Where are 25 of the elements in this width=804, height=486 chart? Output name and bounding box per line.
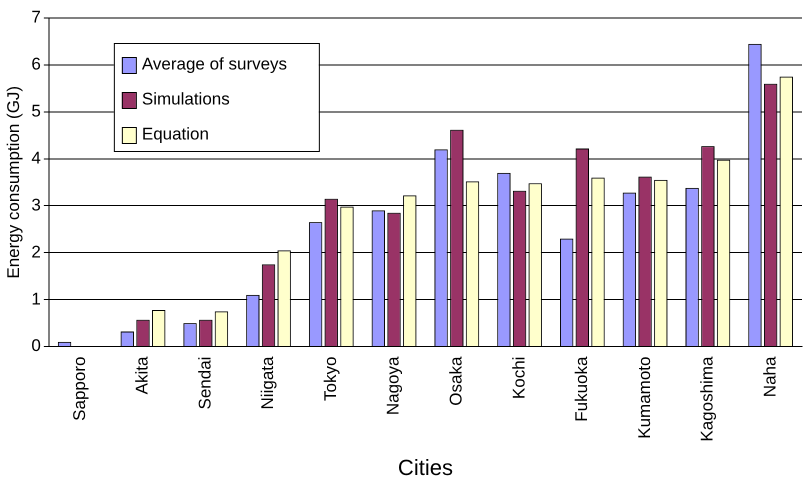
y-tick-label: 7 — [31, 8, 41, 27]
legend-label: Equation — [142, 124, 209, 144]
y-tick-label: 5 — [31, 102, 41, 121]
x-axis-title: Cities — [398, 454, 453, 480]
y-tick-label: 3 — [31, 195, 41, 214]
x-tick-label: Osaka — [446, 356, 466, 406]
x-tick-label: Kochi — [509, 356, 528, 400]
x-tick-label: Tokyo — [320, 356, 340, 401]
y-tick-label: 6 — [31, 54, 41, 74]
y-tick-label: 0 — [31, 336, 41, 356]
legend-label: Simulations — [142, 90, 230, 109]
x-tick-label: Kagoshima — [698, 356, 717, 442]
x-tick-label: Sapporo — [70, 356, 89, 421]
x-tick-label: Niigata — [258, 356, 278, 410]
x-tick-label: Kumamoto — [634, 356, 654, 439]
y-tick-label: 1 — [31, 289, 41, 308]
x-tick-label: Akita — [132, 356, 152, 394]
y-tick-label: 2 — [31, 242, 41, 262]
x-tick-label: Fukuoka — [572, 356, 592, 422]
y-tick-label: 4 — [31, 148, 41, 168]
legend-label: Average of surveys — [142, 54, 288, 74]
x-tick-label: Naha — [760, 356, 780, 398]
x-tick-label: Nagoya — [384, 356, 403, 416]
x-tick-label: Sendai — [195, 356, 214, 410]
y-axis-title: Energy consumption (GJ) — [4, 86, 23, 279]
